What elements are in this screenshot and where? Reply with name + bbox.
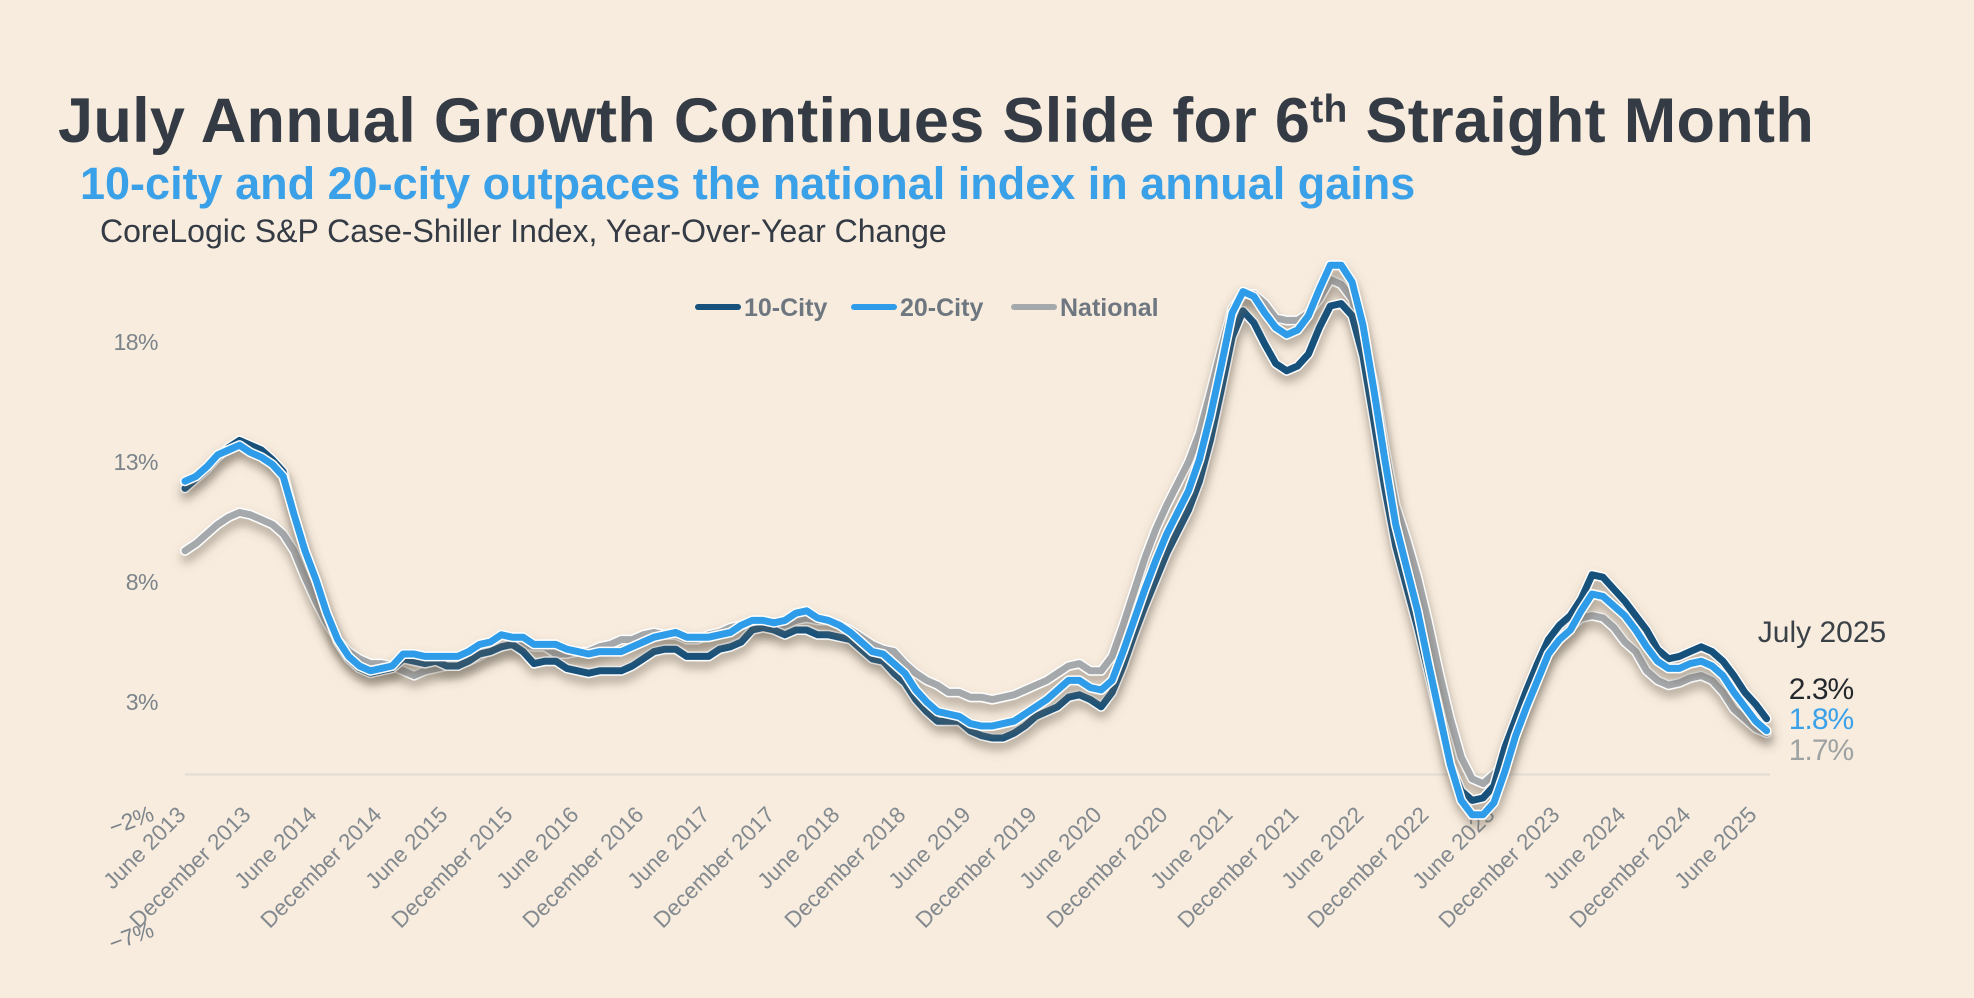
svg-text:10-City: 10-City (744, 294, 827, 322)
svg-text:13%: 13% (113, 449, 158, 475)
svg-text:18%: 18% (113, 329, 158, 355)
svg-text:10-city and 20-city outpaces t: 10-city and 20-city outpaces the nationa… (80, 158, 1415, 209)
svg-text:National: National (1060, 294, 1159, 322)
svg-text:July 2025: July 2025 (1758, 616, 1886, 649)
svg-text:1.8%: 1.8% (1789, 703, 1854, 736)
svg-text:1.7%: 1.7% (1789, 734, 1854, 767)
svg-text:20-City: 20-City (900, 294, 983, 322)
svg-text:CoreLogic S&P Case-Shiller Ind: CoreLogic S&P Case-Shiller Index, Year-O… (100, 213, 947, 249)
svg-text:2.3%: 2.3% (1789, 673, 1854, 706)
svg-text:July Annual Growth Continues S: July Annual Growth Continues Slide for 6… (58, 86, 1814, 156)
svg-text:8%: 8% (126, 569, 158, 595)
svg-text:3%: 3% (126, 689, 158, 715)
